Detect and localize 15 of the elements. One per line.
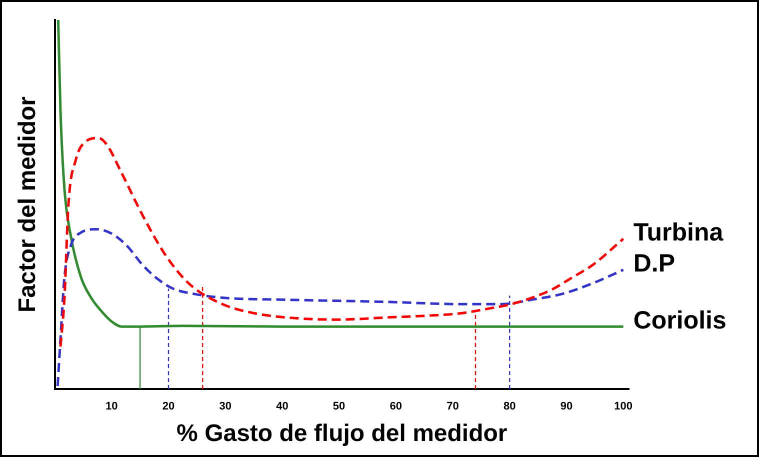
series-label: Turbina: [633, 218, 724, 247]
x-tick-label: 90: [560, 400, 573, 413]
series-label: D.P: [633, 250, 675, 278]
y-axis-title: Factor del medidor: [14, 96, 42, 313]
x-tick-label: 10: [106, 400, 118, 413]
x-axis-title: % Gasto de flujo del medidor: [176, 420, 508, 448]
x-tick-label: 60: [390, 400, 402, 413]
x-tick-label: 20: [162, 400, 175, 413]
x-tick-label: 70: [446, 400, 459, 413]
x-tick-label: 100: [614, 400, 632, 413]
x-tick-label: 30: [219, 400, 232, 413]
x-tick-label: 50: [332, 400, 346, 413]
x-tick-label: 40: [276, 400, 288, 413]
series-label: Coriolis: [633, 306, 726, 335]
x-tick-label: 80: [503, 400, 516, 413]
